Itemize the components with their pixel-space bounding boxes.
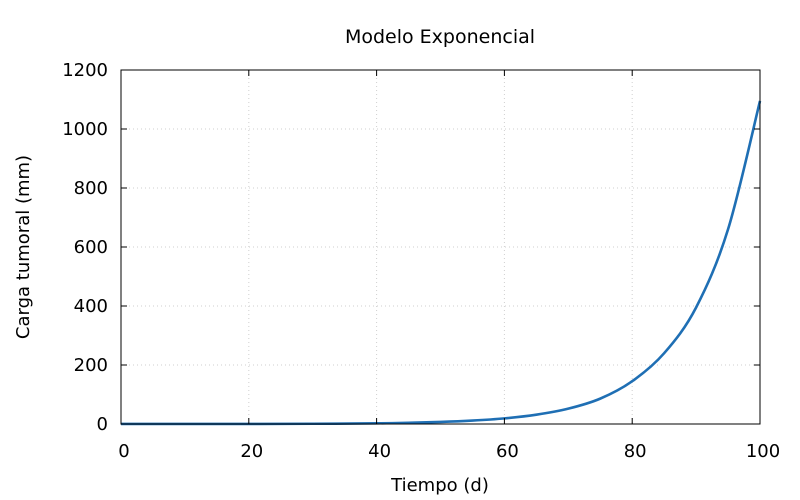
y-tick-label: 1000 [62,119,108,140]
y-tick-label: 400 [74,296,108,317]
y-tick-label: 800 [74,178,108,199]
y-tick-label: 0 [97,414,108,435]
y-axis-label: Carga tumoral (mm) [13,155,34,339]
x-tick-label: 100 [746,441,780,462]
x-tick-label: 20 [240,441,263,462]
y-tick-label: 200 [74,355,108,376]
x-tick-label: 60 [496,441,519,462]
x-axis-label: Tiempo (d) [390,475,489,496]
chart-title: Modelo Exponencial [345,26,535,48]
x-tick-label: 0 [118,441,129,462]
x-tick-label: 80 [624,441,647,462]
x-tick-label: 40 [368,441,391,462]
y-tick-label: 600 [74,237,108,258]
y-tick-label: 1200 [62,60,108,81]
